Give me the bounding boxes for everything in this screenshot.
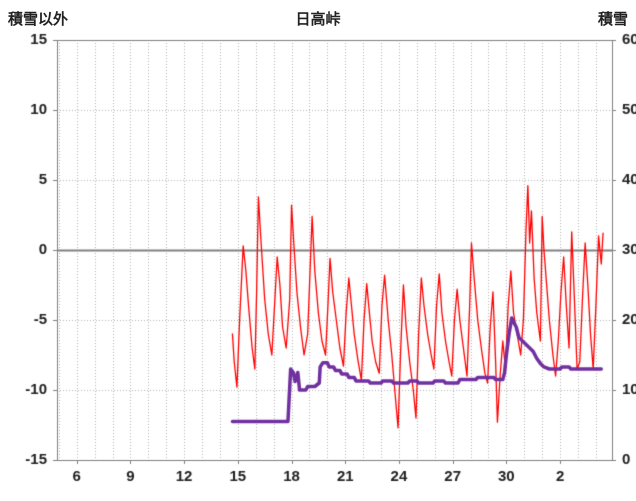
chart-title: 日高峠 (295, 11, 341, 28)
right-axis-title: 積雪 (597, 11, 628, 28)
left-axis-title: 積雪以外 (8, 11, 69, 28)
